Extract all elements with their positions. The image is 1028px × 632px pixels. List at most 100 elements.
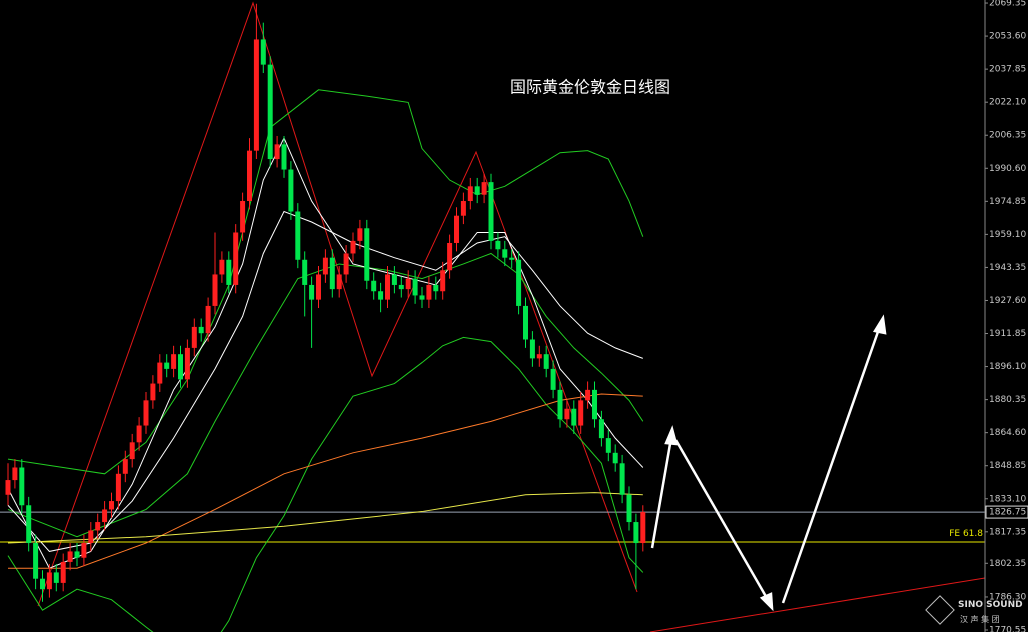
fibo-label: FE 61.8 — [949, 529, 983, 539]
candle-body — [115, 473, 121, 502]
candle-body — [81, 543, 87, 558]
candle-body — [343, 253, 349, 275]
trend-line — [649, 577, 985, 632]
indicator-line — [7, 336, 644, 632]
y-tick-label: 2022.10 — [989, 98, 1026, 108]
candle-body — [460, 201, 466, 216]
candle-body — [226, 259, 232, 285]
candle-body — [19, 467, 25, 506]
candle-body — [233, 232, 239, 285]
y-tick-label: 1959.10 — [989, 230, 1026, 240]
candle-body — [240, 201, 246, 233]
chart-title: 国际黄金伦敦金日线图 — [510, 78, 670, 97]
candle-body — [302, 259, 308, 285]
candle-body — [357, 228, 363, 241]
y-tick-label: 2069.35 — [989, 0, 1026, 9]
candle-body — [329, 257, 335, 290]
candle-body — [267, 64, 273, 160]
candle-body — [550, 368, 556, 390]
indicator-line — [8, 393, 643, 569]
candle-body — [171, 354, 177, 369]
candle-body — [260, 39, 266, 65]
candle-body — [12, 467, 18, 481]
candle-body — [364, 228, 370, 281]
candle-body — [129, 442, 135, 460]
candle-body — [385, 274, 390, 300]
candle-body — [53, 572, 59, 583]
y-tick-label: 1943.35 — [989, 263, 1026, 273]
logo-name: SINO SOUND — [958, 600, 1023, 610]
candle-body — [309, 284, 315, 300]
candle-body — [412, 278, 418, 296]
candle-body — [391, 274, 397, 285]
candle-body — [571, 408, 577, 426]
logo: SINO SOUND 汉 声 集 团 — [925, 595, 1023, 625]
candle-body — [419, 295, 425, 300]
candle-body — [102, 509, 108, 523]
indicator-line — [7, 210, 643, 552]
candle-body — [74, 551, 80, 558]
candle-body — [557, 389, 563, 420]
candle-body — [157, 362, 163, 384]
logo-subtitle: 汉 声 集 团 — [960, 614, 1000, 624]
candle-body — [322, 257, 328, 275]
y-tick-label: 1833.10 — [989, 494, 1026, 504]
candle-body — [150, 383, 156, 401]
last-price-box — [985, 505, 1028, 519]
candle-body — [164, 362, 170, 369]
candle-body — [136, 425, 142, 443]
y-tick-label: 1896.10 — [989, 362, 1026, 372]
candle-body — [281, 144, 287, 170]
y-tick-label: 1848.85 — [989, 461, 1026, 471]
candle-body — [605, 438, 611, 453]
candle-body — [426, 284, 432, 300]
candle-body — [198, 326, 204, 334]
forecast-arrows — [650, 314, 887, 612]
candle-body — [274, 144, 280, 160]
candle-body — [598, 419, 604, 439]
candle-body — [495, 240, 501, 250]
candle-body — [295, 211, 301, 260]
candle-body — [33, 543, 39, 579]
candle-body — [122, 459, 128, 474]
candle-body — [40, 578, 45, 590]
candle-body — [467, 186, 473, 202]
y-tick-label: 1927.60 — [989, 296, 1026, 306]
candle-body — [564, 408, 570, 420]
plot-area — [0, 1, 985, 632]
zigzag — [37, 1, 638, 607]
candle-body — [502, 249, 508, 258]
y-tick-label: 1802.35 — [989, 559, 1026, 569]
candle-body — [619, 463, 625, 495]
candle-body — [178, 354, 183, 380]
candle-body — [288, 169, 294, 212]
candle-body — [109, 501, 114, 510]
y-tick-label: 2053.60 — [989, 32, 1026, 42]
candle-body — [592, 389, 597, 420]
y-tick-label: 1911.85 — [989, 329, 1026, 339]
candle-body — [529, 339, 535, 359]
candle-body — [474, 186, 480, 195]
y-tick-label: 1974.85 — [989, 197, 1026, 207]
candle-body — [447, 242, 453, 271]
candle-body — [26, 505, 32, 544]
candle-body — [191, 326, 197, 348]
indicator-line — [7, 492, 643, 544]
candle-body — [316, 274, 321, 300]
candle-body — [433, 284, 439, 292]
candle-body — [509, 257, 515, 260]
candle-body — [88, 530, 94, 544]
candle-body — [184, 347, 190, 380]
candle-body — [578, 400, 584, 426]
candle-body — [481, 182, 487, 195]
candle-body — [95, 522, 101, 531]
candle-body — [405, 278, 411, 290]
indicator-line — [7, 252, 644, 538]
candle-body — [46, 572, 52, 590]
candle-body — [633, 522, 639, 544]
y-tick-label: 1864.60 — [989, 428, 1026, 438]
y-tick-label: 1880.35 — [989, 395, 1026, 405]
candle-body — [536, 354, 542, 359]
candle-body — [440, 270, 446, 292]
